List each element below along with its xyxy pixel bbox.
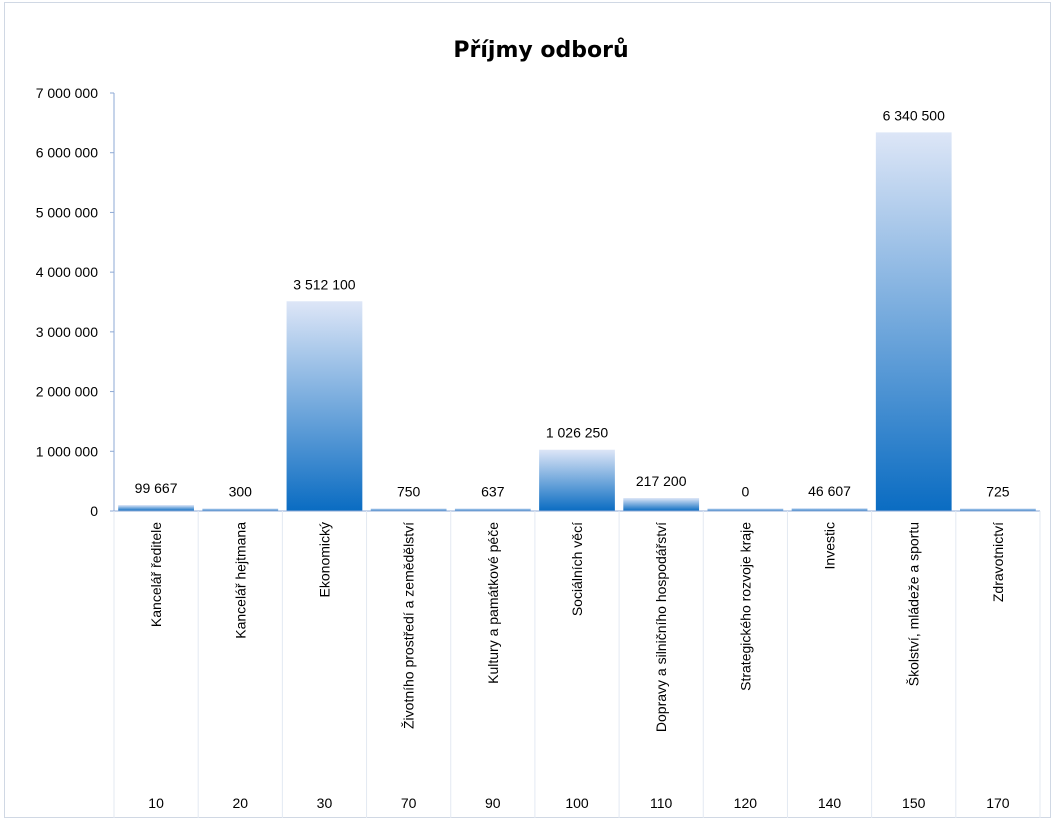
- category-code: 170: [986, 795, 1010, 811]
- bar: [623, 498, 700, 511]
- category-code: 100: [565, 795, 589, 811]
- bar: [202, 508, 279, 511]
- y-tick-label: 1 000 000: [36, 443, 98, 459]
- y-axis: 0 1 000 000 2 000 000 3 000 000 4 000 000 5 0…: [36, 85, 115, 519]
- category-code: 120: [734, 795, 758, 811]
- category-code: 30: [317, 795, 333, 811]
- category-label: Strategického rozvoje kraje: [737, 522, 753, 691]
- category-code: 20: [232, 795, 248, 811]
- chart-title: Příjmy odborů: [453, 38, 628, 63]
- y-tick-label: 3 000 000: [36, 324, 98, 340]
- category-code: 150: [902, 795, 926, 811]
- data-label: 3 512 100: [293, 276, 355, 292]
- category-label: Investic: [822, 522, 838, 569]
- category-code: 70: [401, 795, 417, 811]
- category-code: 10: [148, 795, 164, 811]
- category-code: 110: [650, 795, 673, 811]
- category-code: 90: [485, 795, 501, 811]
- bar: [286, 301, 363, 511]
- bars: 99 667 300 3 512 100 750 637 1 026 250 217 200…: [118, 107, 1036, 511]
- y-tick-label: 2 000 000: [36, 384, 98, 400]
- category-label: Životního prostředí a zemědělství: [401, 522, 417, 729]
- category-label: Zdravotnictví: [990, 522, 1006, 602]
- data-label: 217 200: [636, 473, 687, 489]
- data-label: 637: [481, 484, 505, 500]
- category-label: Kultury a památkové péče: [485, 522, 501, 684]
- bar: [791, 508, 868, 511]
- category-label: Kancelář hejtmana: [232, 522, 248, 639]
- bar: [960, 508, 1036, 511]
- y-tick-label: 7 000 000: [36, 85, 98, 101]
- data-label: 1 026 250: [546, 425, 608, 441]
- bar: [539, 449, 615, 511]
- data-label: 46 607: [808, 483, 851, 499]
- data-label: 99 667: [135, 480, 178, 496]
- bar: [707, 508, 784, 511]
- y-tick-label: 6 000 000: [36, 145, 98, 161]
- bar: [875, 132, 952, 511]
- category-label: Kancelář ředitele: [148, 522, 164, 627]
- category-label: Školství, mládeže a sportu: [906, 522, 922, 686]
- y-tick-label: 5 000 000: [36, 204, 98, 220]
- data-label: 300: [229, 484, 253, 500]
- data-label: 725: [986, 484, 1010, 500]
- category-label: Ekonomický: [316, 522, 332, 597]
- bar: [370, 508, 447, 511]
- bar: [118, 505, 194, 511]
- y-tick-label: 4 000 000: [36, 264, 98, 280]
- data-label: 0: [741, 484, 749, 500]
- data-label: 750: [397, 484, 421, 500]
- category-label: Sociálních věcí: [569, 522, 585, 616]
- category-code: 140: [818, 795, 842, 811]
- y-tick-label: 0: [90, 503, 98, 519]
- category-label: Dopravy a silničního hospodářství: [653, 522, 669, 732]
- bar: [454, 508, 531, 511]
- category-axis: Kancelář ředitele 10 Kancelář hejtmana 20 Ek…: [113, 510, 1041, 818]
- data-label: 6 340 500: [883, 107, 945, 123]
